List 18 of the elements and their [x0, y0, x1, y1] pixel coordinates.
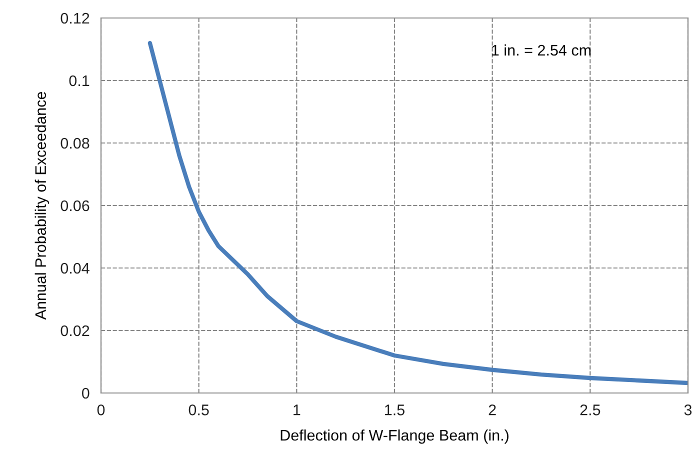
y-axis-title: Annual Probability of Exceedance	[34, 92, 50, 320]
x-tick-label: 1	[294, 404, 300, 416]
x-tick-label: 2	[488, 404, 496, 416]
y-tick-label: 0.08	[60, 138, 90, 149]
x-tick-label: 0.5	[188, 404, 209, 416]
x-tick-label: 1.5	[385, 404, 404, 416]
line-series	[148, 40, 688, 386]
x-tick-label: 2.5	[580, 404, 600, 416]
y-tick-label: 0.04	[60, 262, 90, 274]
y-tick-label: 0.1	[69, 75, 90, 86]
annotation: 1 in. = 2.54 cm	[492, 44, 591, 56]
x-tick-label: 3	[684, 404, 692, 416]
x-axis-title: Deflection of W-Flange Beam (in.)	[280, 429, 508, 444]
x-tick-label: 0	[97, 404, 105, 416]
y-tick-label: 0.12	[60, 12, 90, 24]
y-tick-label: 0	[82, 388, 90, 399]
y-tick-label: 0.02	[60, 325, 90, 336]
y-tick-label: 0.06	[60, 200, 90, 212]
